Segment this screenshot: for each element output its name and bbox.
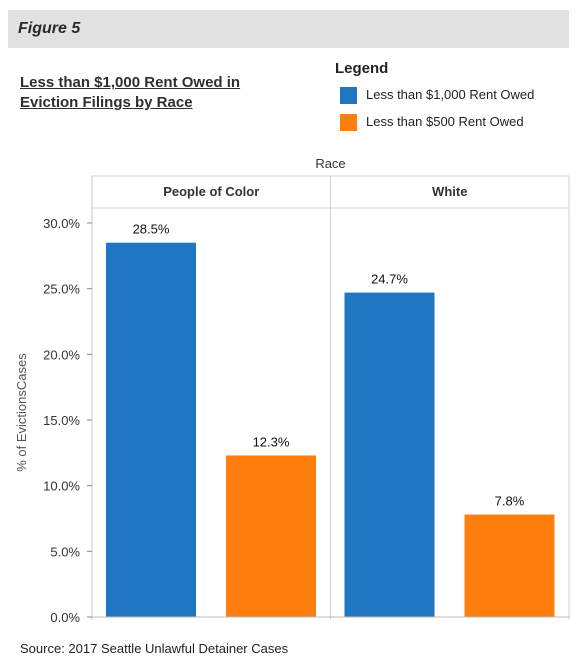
bar-value-label: 24.7% <box>371 272 408 287</box>
legend-label-1000: Less than $1,000 Rent Owed <box>366 87 535 102</box>
legend-swatch-500 <box>340 114 357 131</box>
bar-people-of-color-1000 <box>106 242 196 617</box>
chart-title-line-2: Eviction Filings by Race <box>20 94 193 111</box>
figure-label: Figure 5 <box>18 20 81 37</box>
chart-title: Less than $1,000 Rent Owed in Eviction F… <box>20 73 310 113</box>
bar-white-500 <box>464 514 555 617</box>
bar-value-label: 12.3% <box>253 434 290 449</box>
y-tick-label: 10.0% <box>43 479 80 494</box>
legend-title: Legend <box>335 60 389 77</box>
y-tick-label: 20.0% <box>43 347 80 362</box>
source-note: Source: 2017 Seattle Unlawful Detainer C… <box>20 641 289 656</box>
legend-label-500: Less than $500 Rent Owed <box>366 114 524 129</box>
bar-white-1000 <box>344 292 435 617</box>
y-tick-label: 0.0% <box>50 610 80 625</box>
bar-people-of-color-500 <box>226 455 316 617</box>
column-header-race: Race <box>315 156 345 171</box>
chart-title-line-1: Less than $1,000 Rent Owed in <box>20 74 241 91</box>
y-tick-label: 5.0% <box>50 544 80 559</box>
panel-header-people-of-color: People of Color <box>163 184 259 199</box>
y-tick-label: 15.0% <box>43 413 80 428</box>
y-tick-label: 30.0% <box>43 216 80 231</box>
bar-value-label: 28.5% <box>133 222 170 237</box>
panel-header-white: White <box>432 184 467 199</box>
figure-header: Figure 5 <box>8 10 569 48</box>
y-tick-label: 25.0% <box>43 282 80 297</box>
bar-value-label: 7.8% <box>495 494 525 509</box>
y-axis-label: % of EvictionsCases <box>14 353 29 472</box>
legend-swatch-1000 <box>340 87 357 104</box>
